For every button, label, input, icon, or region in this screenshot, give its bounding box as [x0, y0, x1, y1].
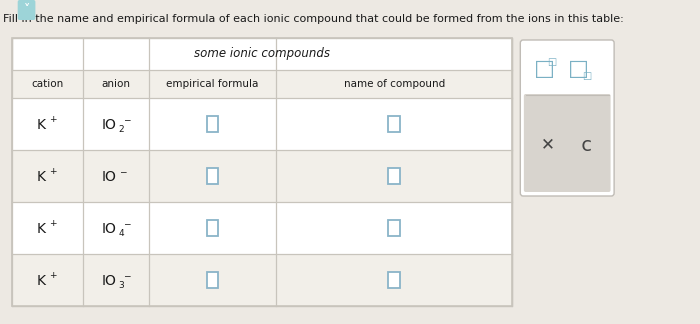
Bar	[389, 168, 400, 184]
Text: −: −	[123, 115, 130, 124]
Text: □: □	[547, 57, 556, 67]
Text: □: □	[533, 59, 554, 79]
Text: ˅: ˅	[23, 4, 29, 17]
Text: Fill in the name and empirical formula of each ionic compound that could be form: Fill in the name and empirical formula o…	[3, 14, 624, 24]
Text: −: −	[118, 168, 126, 177]
Text: some ionic compounds: some ionic compounds	[195, 48, 330, 61]
Bar	[13, 98, 512, 150]
Text: IO: IO	[102, 222, 116, 236]
Text: +: +	[49, 218, 56, 227]
Text: K: K	[37, 118, 46, 132]
Text: □: □	[568, 59, 589, 79]
Bar	[206, 220, 218, 236]
Text: +: +	[49, 114, 56, 123]
FancyBboxPatch shape	[18, 0, 36, 20]
Bar	[206, 272, 218, 288]
Text: +: +	[49, 167, 56, 176]
Text: ✕: ✕	[541, 135, 554, 153]
Text: 3: 3	[118, 281, 125, 290]
Text: IO: IO	[102, 170, 116, 184]
Text: −: −	[123, 272, 130, 281]
Text: empirical formula: empirical formula	[166, 79, 258, 89]
Text: ↄ: ↄ	[580, 134, 590, 154]
Bar	[206, 168, 218, 184]
FancyBboxPatch shape	[524, 94, 610, 192]
Text: 4: 4	[118, 228, 124, 237]
Bar	[13, 254, 512, 306]
Text: K: K	[37, 170, 46, 184]
Bar	[13, 202, 512, 254]
Text: K: K	[37, 222, 46, 236]
Text: K: K	[37, 274, 46, 288]
Bar	[13, 38, 512, 306]
Bar	[13, 70, 512, 98]
Bar	[389, 272, 400, 288]
Text: anion: anion	[102, 79, 130, 89]
Text: −: −	[123, 219, 130, 228]
Bar	[389, 220, 400, 236]
Bar	[13, 150, 512, 202]
Text: IO: IO	[102, 118, 116, 132]
Bar	[13, 38, 512, 306]
Text: +: +	[49, 271, 56, 280]
Bar	[206, 116, 218, 132]
Text: cation: cation	[32, 79, 64, 89]
FancyBboxPatch shape	[520, 40, 614, 196]
Text: IO: IO	[102, 274, 116, 288]
Text: 2: 2	[118, 124, 124, 133]
Text: □: □	[582, 71, 592, 81]
Bar	[389, 116, 400, 132]
Text: name of compound: name of compound	[344, 79, 444, 89]
